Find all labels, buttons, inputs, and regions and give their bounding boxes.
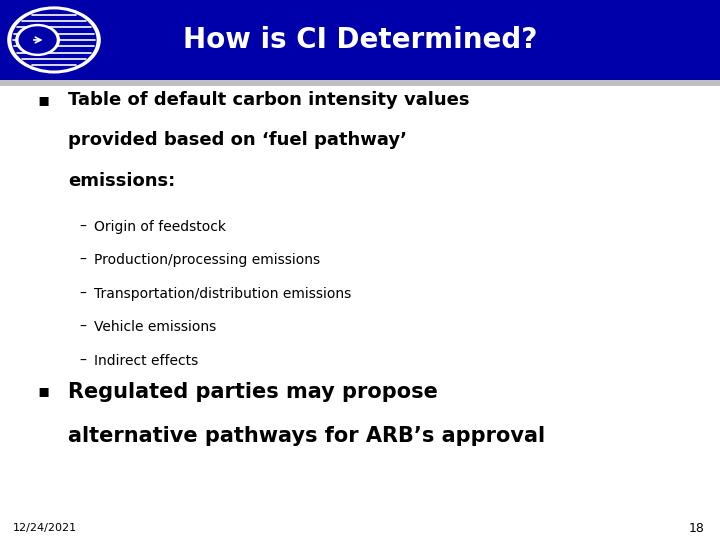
Text: Vehicle emissions: Vehicle emissions <box>94 320 216 334</box>
Text: Regulated parties may propose: Regulated parties may propose <box>68 381 438 402</box>
Text: alternative pathways for ARB’s approval: alternative pathways for ARB’s approval <box>68 426 546 446</box>
Text: –: – <box>79 354 86 368</box>
Text: How is CI Determined?: How is CI Determined? <box>183 26 537 54</box>
Text: –: – <box>79 320 86 334</box>
Text: –: – <box>79 287 86 301</box>
Bar <box>0 0 720 80</box>
Ellipse shape <box>19 26 57 53</box>
Ellipse shape <box>15 24 60 56</box>
Bar <box>0 80 720 540</box>
Bar <box>0 80 720 86</box>
Text: 18: 18 <box>688 522 704 535</box>
Text: emissions:: emissions: <box>68 172 176 190</box>
Text: ▪: ▪ <box>37 382 50 401</box>
Text: Transportation/distribution emissions: Transportation/distribution emissions <box>94 287 351 301</box>
Ellipse shape <box>7 6 101 73</box>
Ellipse shape <box>12 9 96 71</box>
Text: Production/processing emissions: Production/processing emissions <box>94 253 320 267</box>
Text: –: – <box>79 253 86 267</box>
Text: 12/24/2021: 12/24/2021 <box>13 523 77 533</box>
Text: provided based on ‘fuel pathway’: provided based on ‘fuel pathway’ <box>68 131 408 150</box>
Text: –: – <box>79 220 86 234</box>
Text: ▪: ▪ <box>37 91 50 109</box>
Text: Table of default carbon intensity values: Table of default carbon intensity values <box>68 91 470 109</box>
Text: Origin of feedstock: Origin of feedstock <box>94 220 225 234</box>
Text: Indirect effects: Indirect effects <box>94 354 198 368</box>
